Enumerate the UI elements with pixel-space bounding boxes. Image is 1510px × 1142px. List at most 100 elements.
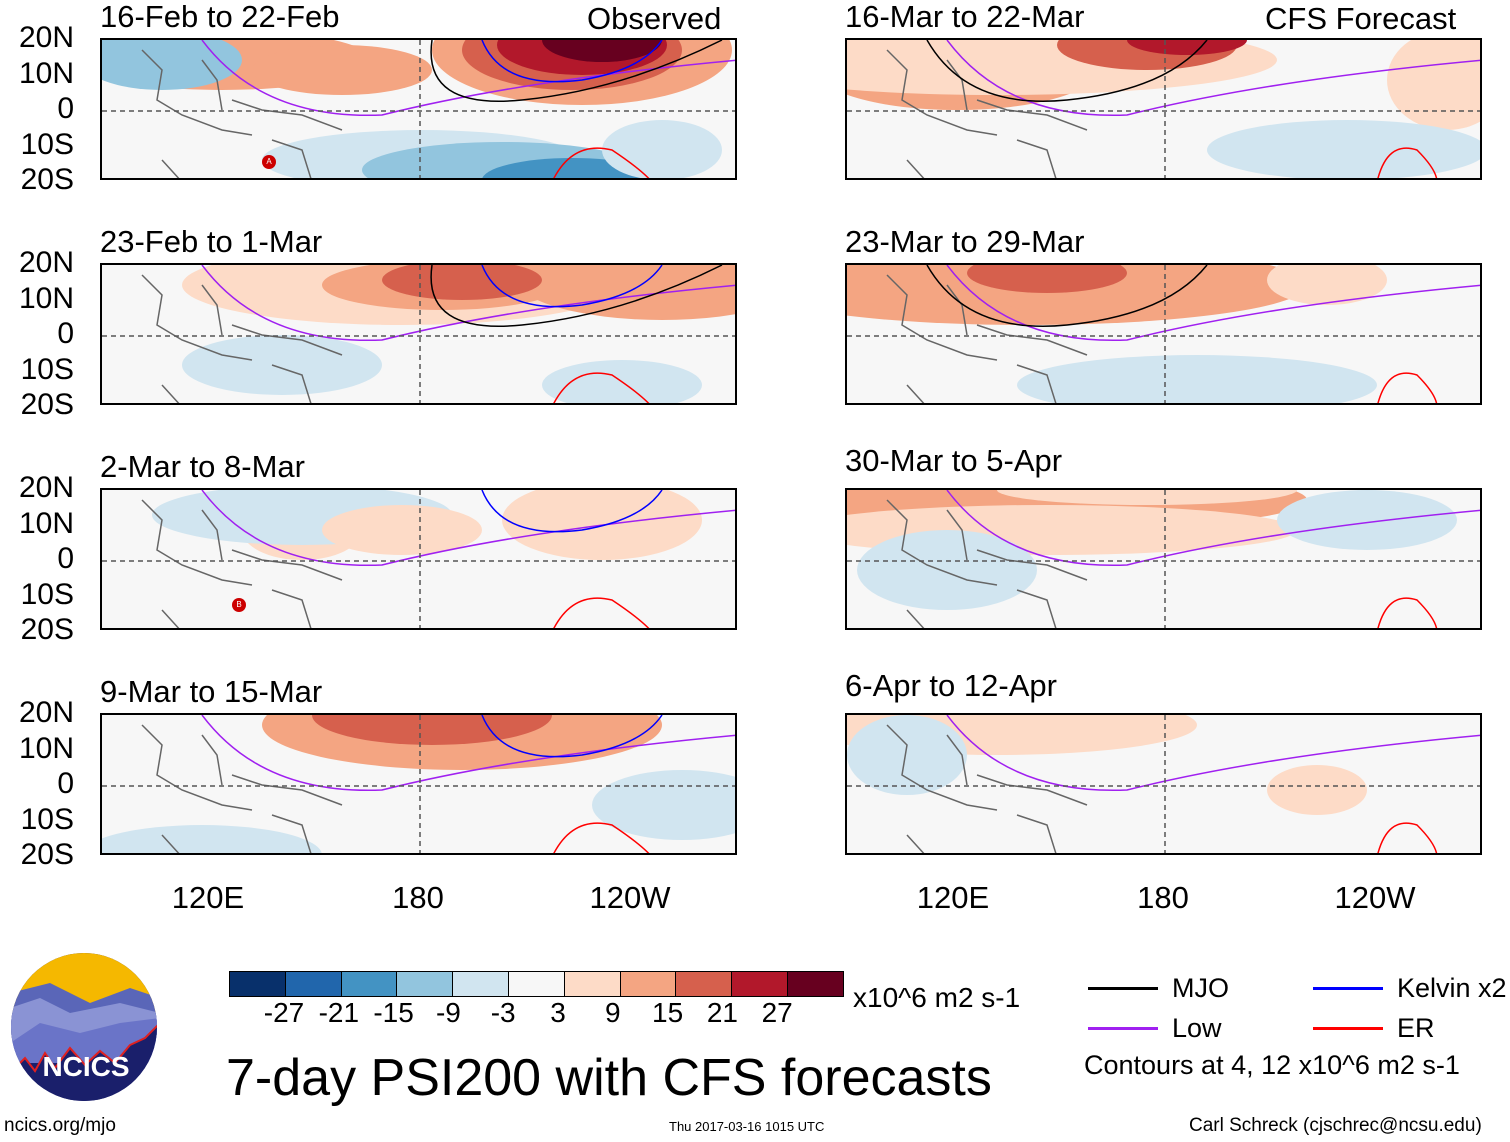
anomaly-shading (1017, 355, 1377, 403)
colorbar-tick: 3 (550, 997, 566, 1028)
lat-label: 10N (18, 281, 74, 315)
er-contour (553, 822, 650, 853)
footer-timestamp: Thu 2017-03-16 1015 UTC (669, 1119, 825, 1134)
mjo-contour (430, 40, 723, 102)
coastline (141, 499, 343, 628)
anomaly-shading (1277, 490, 1457, 550)
map-panel (845, 38, 1482, 180)
storm-marker: B (232, 598, 246, 612)
anomaly-shading (102, 40, 242, 90)
coastline (141, 49, 343, 178)
kelvin-contour (481, 265, 663, 308)
colorbar-swatch (564, 972, 621, 996)
anomaly-shading (857, 530, 1037, 610)
anomaly-shading (542, 40, 662, 62)
anomaly-shading (1207, 120, 1480, 178)
legend-label: ER (1397, 1013, 1435, 1043)
lat-label: 20S (20, 613, 74, 646)
map-plot (102, 715, 735, 853)
anomaly-shading (182, 335, 382, 395)
anomaly-shading (322, 505, 482, 555)
contours-note: Contours at 4, 12 x10^6 m2 s-1 (1084, 1050, 1460, 1080)
panel-title: 23-Feb to 1-Mar (100, 224, 323, 259)
kelvin-contour (481, 40, 663, 83)
anomaly-shading (847, 715, 967, 795)
map-plot (102, 265, 735, 403)
colorbar-tick: -9 (435, 997, 461, 1028)
lon-label: 120E (171, 880, 245, 915)
low-contour (201, 265, 735, 342)
legend-line (1088, 1027, 1158, 1030)
colorbar-swatch (230, 972, 286, 996)
map-panel (845, 488, 1482, 630)
panel-title: 6-Apr to 12-Apr (845, 668, 1057, 703)
mjo-contour (926, 40, 1208, 102)
ncics-logo: NCICS (11, 953, 157, 1101)
anomaly-shading (312, 715, 552, 745)
colorbar-swatch (397, 972, 454, 996)
footer-url: ncics.org/mjo (4, 1115, 116, 1136)
anomaly-shading (1127, 40, 1247, 55)
mjo-contour (926, 265, 1208, 327)
lon-label: 120W (589, 880, 671, 915)
legend-label: Kelvin x2 (1397, 973, 1507, 1003)
lat-label: 20S (20, 388, 74, 421)
legend-line (1313, 1027, 1383, 1030)
lat-label: 20N (18, 21, 74, 54)
anomaly-shading (592, 770, 735, 840)
observed-label: Observed (587, 1, 722, 36)
map-panel (100, 713, 737, 855)
kelvin-contour (481, 715, 663, 758)
colorbar-swatch (285, 972, 342, 996)
map-plot (847, 265, 1480, 403)
panel-title: 30-Mar to 5-Apr (845, 443, 1063, 478)
panel-title: 9-Mar to 15-Mar (100, 674, 323, 709)
panel-title: 16-Mar to 22-Mar (845, 0, 1085, 34)
lat-label: 0 (57, 767, 74, 800)
colorbar-tick: 9 (605, 997, 621, 1028)
low-contour (946, 265, 1480, 342)
coastline (886, 49, 1088, 178)
low-contour (946, 490, 1480, 567)
coastline (886, 274, 1088, 403)
er-contour (553, 147, 650, 178)
er-contour (1377, 822, 1438, 853)
anomaly-shading (1267, 765, 1367, 815)
low-contour (201, 40, 735, 117)
colorbar-swatch (732, 972, 788, 996)
lat-label: 20N (18, 696, 74, 729)
anomaly-shading (602, 120, 722, 178)
legend-label: MJO (1172, 973, 1229, 1003)
er-contour (1377, 147, 1438, 178)
lat-label: 10S (20, 127, 74, 161)
map-panel (100, 488, 737, 630)
panel-title: 2-Mar to 8-Mar (100, 449, 305, 484)
colorbar-tick: 27 (761, 997, 793, 1028)
lat-label: 10N (18, 731, 74, 765)
colorbar-swatch (787, 972, 843, 996)
map-plot (847, 40, 1480, 178)
lat-label: 0 (57, 317, 74, 350)
colorbar (229, 971, 844, 997)
low-contour (201, 715, 735, 792)
colorbar-tick: -21 (318, 997, 360, 1028)
colorbar-swatch (676, 972, 733, 996)
map-panel (100, 38, 737, 180)
er-contour (553, 597, 650, 628)
coastline (886, 724, 1088, 853)
lat-label: 20S (20, 838, 74, 871)
legend-label: Low (1172, 1013, 1222, 1043)
storm-marker: A (262, 155, 276, 169)
low-contour (946, 715, 1480, 792)
colorbar-units: x10^6 m2 s-1 (853, 982, 1021, 1013)
lat-label: 20N (18, 246, 74, 279)
map-plot (847, 490, 1480, 628)
colorbar-swatch (508, 972, 565, 996)
er-contour (1377, 597, 1438, 628)
lat-label: 20S (20, 163, 74, 196)
map-panel (845, 263, 1482, 405)
anomaly-shading (1267, 265, 1387, 305)
lon-label: 180 (392, 880, 444, 915)
anomaly-shading (967, 265, 1127, 293)
